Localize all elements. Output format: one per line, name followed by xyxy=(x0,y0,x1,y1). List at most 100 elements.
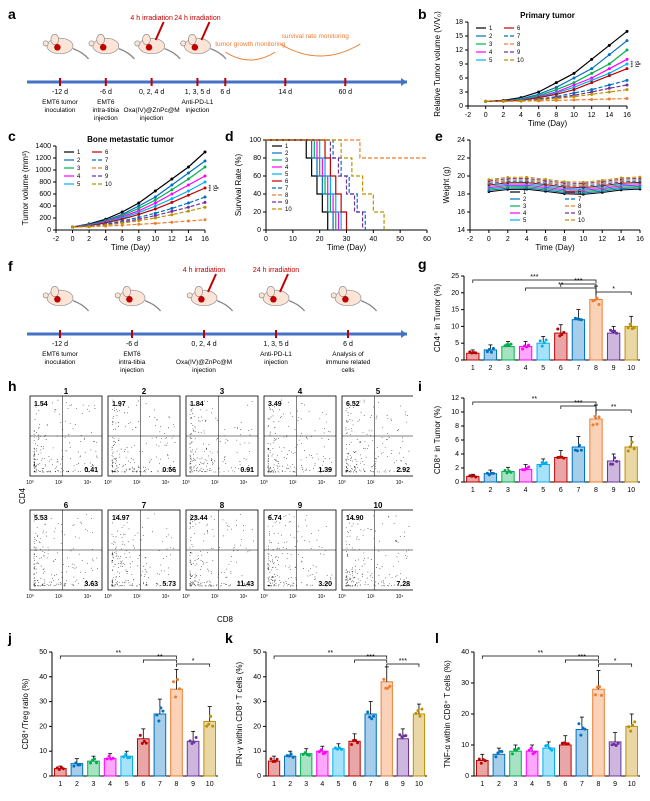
svg-text:9: 9 xyxy=(459,61,463,68)
panel-k: 01020304050IFN-γ within CD8⁺ T cells (%)… xyxy=(232,634,432,794)
svg-text:EMT6: EMT6 xyxy=(97,99,115,106)
svg-text:8: 8 xyxy=(137,236,141,243)
svg-text:4: 4 xyxy=(530,781,534,788)
svg-text:5: 5 xyxy=(376,387,381,396)
svg-text:12: 12 xyxy=(168,236,176,243)
svg-text:0: 0 xyxy=(257,773,261,780)
svg-text:10²: 10² xyxy=(55,480,63,486)
svg-text:6: 6 xyxy=(544,236,548,243)
svg-text:10²: 10² xyxy=(133,594,141,600)
svg-text:2: 2 xyxy=(288,781,292,788)
svg-text:3.49: 3.49 xyxy=(268,401,282,408)
svg-text:10⁴: 10⁴ xyxy=(84,480,92,486)
svg-text:3: 3 xyxy=(514,781,518,788)
svg-text:10²: 10² xyxy=(367,480,375,486)
svg-text:*: * xyxy=(612,286,615,293)
svg-text:3: 3 xyxy=(304,781,308,788)
svg-text:5: 5 xyxy=(455,340,459,347)
svg-text:10²: 10² xyxy=(55,594,63,600)
svg-text:EMT6: EMT6 xyxy=(123,351,141,358)
svg-text:5: 5 xyxy=(547,781,551,788)
svg-text:Bone metastatic tumor: Bone metastatic tumor xyxy=(87,135,174,144)
svg-text:injection: injection xyxy=(94,115,118,122)
svg-text:5.53: 5.53 xyxy=(34,515,48,522)
svg-text:1: 1 xyxy=(489,26,493,32)
svg-text:4: 4 xyxy=(455,451,459,458)
svg-text:Time (Day): Time (Day) xyxy=(111,243,151,252)
svg-text:2: 2 xyxy=(87,236,91,243)
svg-text:10: 10 xyxy=(105,182,112,188)
svg-text:50: 50 xyxy=(396,236,404,243)
label-b: b xyxy=(418,6,427,22)
svg-text:-2: -2 xyxy=(53,236,59,243)
svg-text:7.28: 7.28 xyxy=(396,581,410,588)
svg-text:Analysis of: Analysis of xyxy=(332,351,364,358)
svg-text:6: 6 xyxy=(563,781,567,788)
svg-text:injection: injection xyxy=(264,359,288,366)
svg-text:10²: 10² xyxy=(211,480,219,486)
svg-text:24: 24 xyxy=(457,137,465,144)
svg-text:***: *** xyxy=(574,400,582,407)
svg-text:4: 4 xyxy=(104,236,108,243)
svg-text:inoculation: inoculation xyxy=(44,107,75,114)
svg-text:6: 6 xyxy=(455,437,459,444)
svg-text:Relative Tumor volume (V/V₀): Relative Tumor volume (V/V₀) xyxy=(433,11,442,117)
svg-text:30: 30 xyxy=(343,236,351,243)
svg-text:3: 3 xyxy=(285,158,289,164)
svg-text:IFN-γ within CD8⁺ T cells (%): IFN-γ within CD8⁺ T cells (%) xyxy=(235,661,244,766)
svg-text:6: 6 xyxy=(459,75,463,82)
svg-text:9: 9 xyxy=(578,211,582,217)
svg-text:1: 1 xyxy=(58,781,62,788)
svg-text:7: 7 xyxy=(576,365,580,372)
svg-text:8: 8 xyxy=(594,487,598,494)
svg-text:0: 0 xyxy=(487,236,491,243)
svg-text:Survival Rate (%): Survival Rate (%) xyxy=(234,154,243,217)
svg-text:10²: 10² xyxy=(367,594,375,600)
svg-text:3: 3 xyxy=(92,781,96,788)
svg-text:14: 14 xyxy=(185,236,193,243)
panel-a: -12 dEMT6 tumorinoculation-6 dEMT6intra-… xyxy=(22,10,412,125)
svg-text:-6 d: -6 d xyxy=(126,341,138,348)
svg-text:8: 8 xyxy=(220,501,225,510)
svg-text:0: 0 xyxy=(47,227,51,234)
svg-text:**: ** xyxy=(157,654,163,661)
svg-text:CD8⁺/Treg ratio (%): CD8⁺/Treg ratio (%) xyxy=(21,678,30,749)
svg-text:4 h irradiation: 4 h irradiation xyxy=(183,267,226,274)
svg-text:3: 3 xyxy=(77,166,81,172)
svg-text:60 d: 60 d xyxy=(338,89,352,96)
svg-text:9: 9 xyxy=(613,781,617,788)
svg-text:2: 2 xyxy=(285,151,289,157)
svg-text:***: *** xyxy=(578,654,586,661)
svg-text:6: 6 xyxy=(353,781,357,788)
svg-text:8: 8 xyxy=(517,42,521,48)
svg-text:23.44: 23.44 xyxy=(190,515,208,522)
svg-text:-6 d: -6 d xyxy=(100,89,112,96)
svg-text:5: 5 xyxy=(77,182,81,188)
svg-text:10: 10 xyxy=(628,781,636,788)
svg-text:30: 30 xyxy=(253,699,261,706)
panel-g: 0510152025CD4⁺ in Tumor (%)12345678910**… xyxy=(430,258,645,378)
svg-text:2: 2 xyxy=(497,781,501,788)
svg-text:1: 1 xyxy=(285,144,289,150)
svg-text:40: 40 xyxy=(39,674,47,681)
svg-text:8: 8 xyxy=(554,112,558,119)
panel-h: 11.540.4110⁰10²10⁴21.970.5610⁰10²10⁴31.8… xyxy=(18,384,413,624)
svg-text:2: 2 xyxy=(506,236,510,243)
svg-text:4: 4 xyxy=(523,211,527,217)
svg-text:10²: 10² xyxy=(289,594,297,600)
svg-text:injection: injection xyxy=(192,367,216,374)
svg-text:10: 10 xyxy=(451,409,459,416)
svg-text:10⁰: 10⁰ xyxy=(26,480,34,486)
label-i: i xyxy=(418,378,422,394)
svg-text:10: 10 xyxy=(461,742,469,749)
svg-text:0: 0 xyxy=(257,227,261,234)
svg-text:10⁰: 10⁰ xyxy=(26,594,34,600)
svg-text:*: * xyxy=(192,658,195,665)
panel-e: -20246810121416141618202224Time (Day)Wei… xyxy=(440,132,645,252)
svg-text:10: 10 xyxy=(374,501,383,510)
svg-text:9: 9 xyxy=(517,50,521,56)
svg-text:10: 10 xyxy=(579,236,587,243)
svg-text:CD4⁺ in Tumor (%): CD4⁺ in Tumor (%) xyxy=(433,284,442,353)
svg-text:4: 4 xyxy=(285,165,289,171)
svg-text:6: 6 xyxy=(559,487,563,494)
